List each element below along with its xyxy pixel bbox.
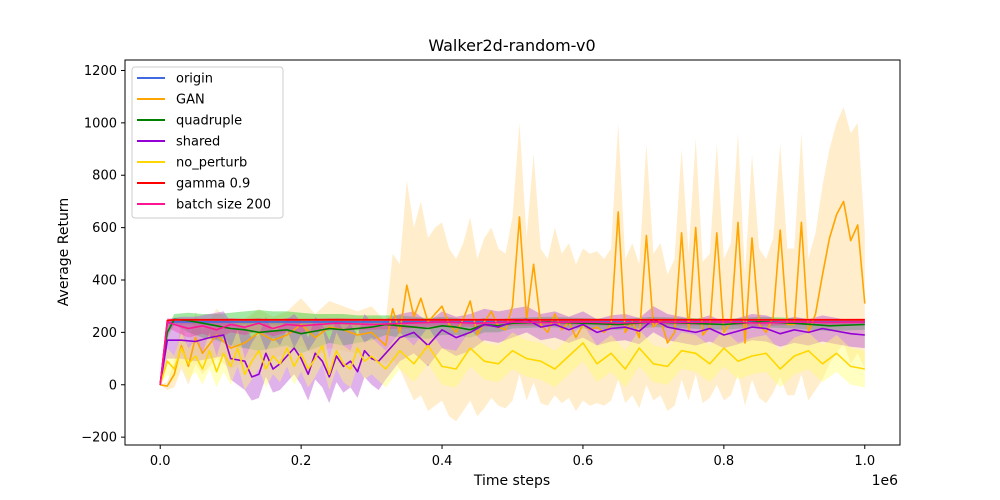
series-lines [159,200,866,387]
chart-title: Walker2d-random-v0 [428,36,595,55]
y-tick-label: 800 [92,169,117,184]
y-tick-label: −200 [81,431,117,446]
legend-label-shared: shared [176,135,220,150]
legend-label-quadruple: quadruple [176,114,242,129]
x-tick-label: 0.0 [150,454,171,469]
band-no-perturb [160,324,865,390]
y-tick-label: 400 [92,274,117,289]
x-axis-offset-label: 1e6 [872,473,899,489]
y-tick-label: 200 [92,326,117,341]
y-tick-label: 0 [109,378,117,393]
y-axis-ticks: −200 0 200 400 600 800 1000 1200 [81,64,125,446]
legend: origin GAN quadruple shared no_perturbgamma … [131,66,284,219]
x-tick-label: 0.4 [432,454,453,469]
series-line-gamma-0-9 [159,318,865,385]
legend-label-gamma-0-9: gamma 0.9 [176,177,250,192]
x-tick-label: 0.2 [291,454,312,469]
band-gan [160,107,865,422]
y-axis-label: Average Return [56,198,72,306]
x-tick-label: 1.0 [854,454,875,469]
y-tick-label: 600 [92,221,117,236]
x-axis-label: Time steps [473,473,550,489]
legend-label-origin: origin [176,72,213,87]
axes-border [124,59,901,446]
y-tick-label: 1200 [84,64,117,79]
legend-box [131,66,284,219]
series-line-no-perturb [159,342,865,386]
legend-label-no-perturb: no_perturb [176,156,247,171]
legend-label-batch-size-200: batch size 200 [176,198,271,213]
legend-label-gan: GAN [176,93,205,108]
x-axis-ticks: 0.0 0.2 0.4 0.6 0.8 1.0 [150,445,875,469]
series-line-batch-size-200 [159,321,865,385]
axes-frame [124,59,901,446]
x-tick-label: 0.8 [714,454,735,469]
x-tick-label: 0.6 [573,454,594,469]
y-tick-label: 1000 [84,116,117,131]
